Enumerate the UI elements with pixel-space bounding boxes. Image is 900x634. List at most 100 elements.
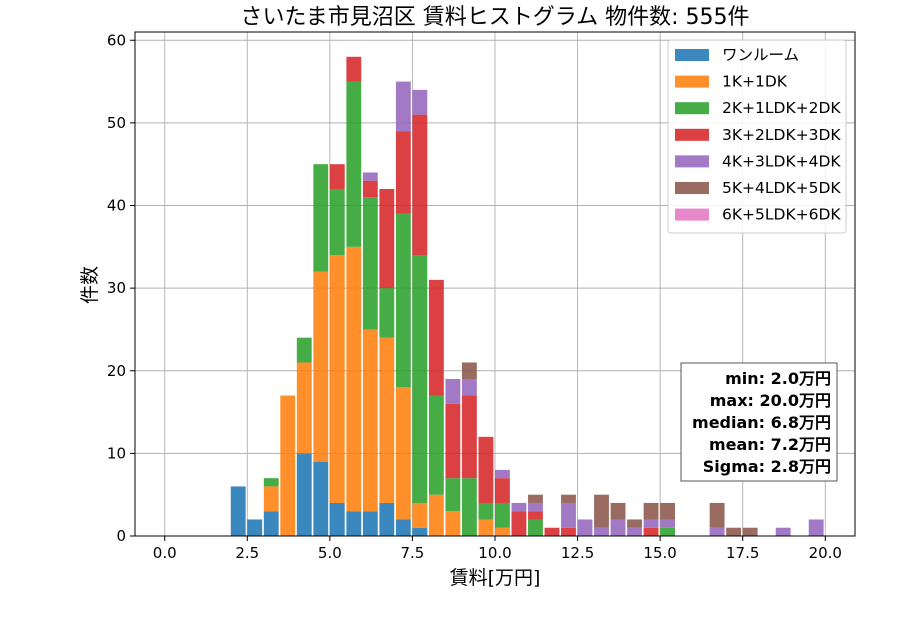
- bar-segment: [528, 511, 543, 520]
- bar-segment: [280, 395, 296, 536]
- legend-label: ワンルーム: [722, 46, 799, 64]
- bar-segment: [362, 180, 378, 198]
- bar-segment: [478, 519, 494, 536]
- legend-label: 1K+1DK: [722, 73, 788, 91]
- bar-segment: [346, 246, 362, 512]
- x-tick-label: 5.0: [318, 544, 342, 562]
- bar-segment: [610, 519, 626, 536]
- bar-segment: [660, 519, 675, 528]
- bar-segment: [263, 486, 279, 512]
- legend-swatch: [675, 75, 709, 88]
- bar-segment: [775, 527, 791, 536]
- legend-swatch: [675, 182, 709, 194]
- bar-segment: [428, 494, 444, 536]
- bar-segment: [247, 519, 263, 536]
- bar-segment: [412, 114, 428, 256]
- bars-layer: [230, 56, 824, 536]
- bar-segment: [313, 271, 329, 462]
- stats-frame: [680, 362, 838, 482]
- bar-segment: [594, 527, 609, 536]
- bar-segment: [528, 519, 543, 536]
- bar-segment: [445, 511, 461, 536]
- legend-swatch: [675, 49, 709, 61]
- x-tick-label: 2.5: [235, 544, 259, 562]
- bar-segment: [726, 527, 742, 536]
- bar-segment: [296, 362, 312, 454]
- bar-segment: [445, 379, 461, 404]
- bar-segment: [511, 502, 527, 512]
- bar-segment: [544, 527, 560, 536]
- x-tick-label: 15.0: [643, 544, 676, 562]
- bar-segment: [362, 172, 378, 181]
- bar-segment: [329, 255, 345, 503]
- bar-segment: [495, 502, 510, 528]
- bar-segment: [412, 255, 428, 503]
- bar-segment: [263, 478, 279, 487]
- bar-segment: [412, 502, 428, 528]
- bar-segment: [395, 213, 411, 388]
- bar-segment: [329, 188, 345, 256]
- legend-label: 3K+2LDK+3DK: [722, 126, 841, 144]
- bar-segment: [742, 527, 758, 536]
- bar-segment: [329, 164, 345, 189]
- y-tick-label: 60: [107, 31, 126, 49]
- x-axis-label: 賃料[万円]: [450, 567, 541, 589]
- stats-line: mean: 7.2万円: [709, 435, 831, 454]
- bar-segment: [296, 453, 312, 536]
- legend-label: 5K+4LDK+5DK: [722, 179, 841, 197]
- bar-segment: [313, 164, 329, 272]
- x-tick-label: 7.5: [401, 544, 425, 562]
- bar-segment: [528, 494, 543, 503]
- x-tick-label: 0.0: [153, 544, 177, 562]
- bar-segment: [478, 436, 494, 503]
- x-tick-label: 12.5: [561, 544, 594, 562]
- y-tick-label: 30: [107, 279, 126, 297]
- bar-segment: [461, 362, 477, 380]
- legend-label: 2K+1LDK+2DK: [722, 99, 841, 117]
- bar-segment: [379, 502, 395, 536]
- bar-segment: [808, 519, 824, 536]
- stats-box: min: 2.0万円 max: 20.0万円 median: 6.8万円 mean: …: [680, 362, 838, 482]
- bar-segment: [561, 527, 576, 536]
- bar-segment: [395, 387, 411, 520]
- y-axis-label: 件数: [79, 266, 101, 304]
- bar-segment: [395, 519, 411, 536]
- legend: ワンルーム 1K+1DK 2K+1LDK+2DK 3K+2LDK+3DK 4K+3LDK…: [667, 39, 847, 234]
- bar-segment: [495, 478, 510, 503]
- bar-segment: [445, 478, 461, 512]
- bar-segment: [478, 502, 494, 520]
- bar-segment: [428, 395, 444, 495]
- y-tick-label: 0: [116, 527, 126, 545]
- bar-segment: [461, 379, 477, 396]
- bar-segment: [627, 527, 642, 536]
- legend-swatch: [675, 102, 709, 115]
- legend-swatch: [675, 208, 709, 221]
- y-tick-label: 40: [107, 197, 126, 215]
- stats-line: median: 6.8万円: [692, 413, 831, 432]
- bar-segment: [329, 502, 345, 536]
- x-tick-label: 20.0: [809, 544, 842, 562]
- bar-segment: [379, 337, 395, 503]
- bar-segment: [412, 89, 428, 115]
- bar-segment: [528, 502, 543, 512]
- bar-segment: [709, 527, 725, 536]
- bar-segment: [495, 527, 510, 536]
- bar-segment: [362, 329, 378, 512]
- bar-segment: [643, 527, 659, 536]
- bar-segment: [296, 337, 312, 363]
- bar-segment: [495, 469, 510, 479]
- x-tick-label: 10.0: [478, 544, 511, 562]
- bar-segment: [428, 279, 444, 396]
- y-tick-label: 20: [107, 362, 126, 380]
- bar-segment: [346, 81, 362, 247]
- bar-segment: [461, 478, 477, 536]
- stats-line: max: 20.0万円: [710, 391, 831, 410]
- bar-segment: [660, 502, 675, 520]
- bar-segment: [395, 81, 411, 132]
- bar-segment: [362, 511, 378, 536]
- bar-segment: [561, 494, 576, 503]
- y-tick-label: 50: [107, 114, 126, 132]
- bar-segment: [313, 461, 329, 536]
